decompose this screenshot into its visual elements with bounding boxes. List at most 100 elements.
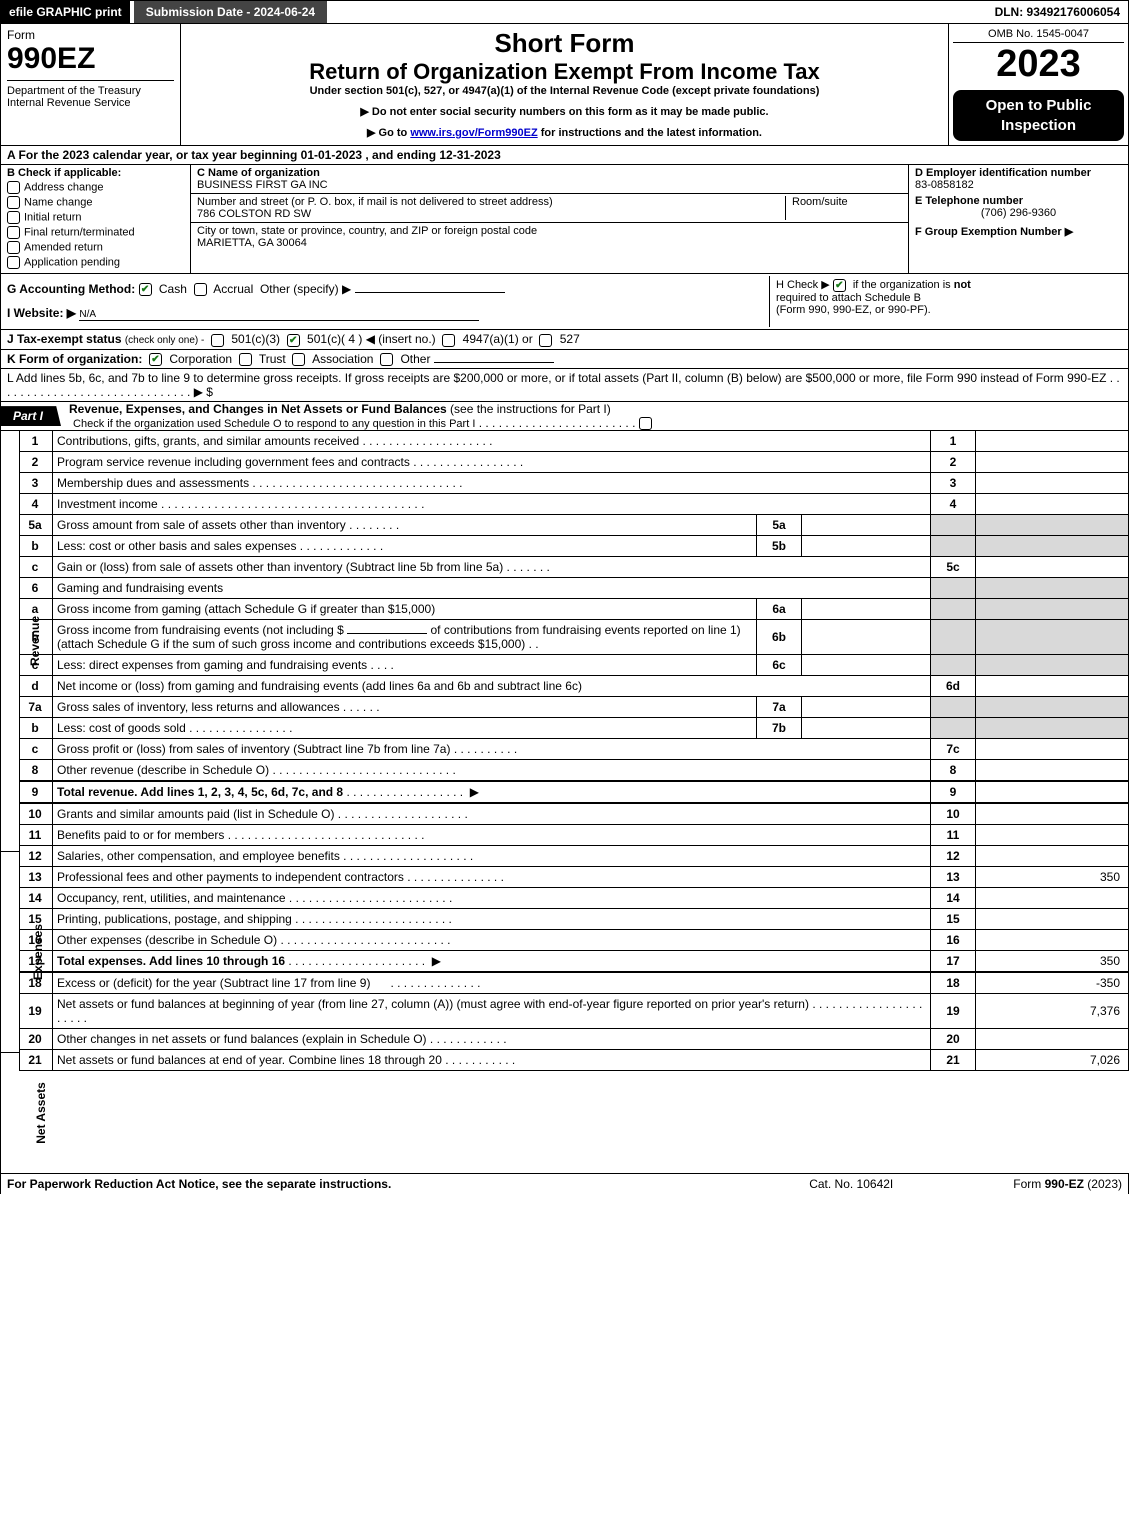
line-8-amount (976, 760, 1129, 782)
line-6c: c Less: direct expenses from gaming and … (20, 655, 1129, 676)
j-501c: 501(c)( 4 ) ◀ (insert no.) (307, 332, 436, 346)
checkbox-other-org[interactable] (380, 353, 393, 366)
line-7b-amount-shade (976, 718, 1129, 739)
line-17-desc: Total expenses. Add lines 10 through 16 (57, 954, 285, 968)
line-5c-col: 5c (931, 557, 976, 578)
checkbox-application-pending[interactable] (7, 256, 20, 269)
line-8: 8 Other revenue (describe in Schedule O)… (20, 760, 1129, 782)
checkbox-address-change[interactable] (7, 181, 20, 194)
line-4-amount (976, 494, 1129, 515)
checkbox-501c[interactable] (287, 334, 300, 347)
k-other: Other (400, 352, 430, 366)
g-accrual: Accrual (213, 282, 253, 296)
line-5c-desc: Gain or (loss) from sale of assets other… (57, 560, 503, 574)
line-12: 12 Salaries, other compensation, and emp… (20, 846, 1129, 867)
irs-link[interactable]: www.irs.gov/Form990EZ (410, 127, 537, 139)
e-phone-label: E Telephone number (915, 195, 1122, 207)
line-7b: b Less: cost of goods sold . . . . . . .… (20, 718, 1129, 739)
line-19-amount: 7,376 (976, 994, 1129, 1029)
d-ein-value: 83-0858182 (915, 179, 1122, 191)
line-19-num: 19 (20, 994, 53, 1029)
c-street-label: Number and street (or P. O. box, if mail… (197, 196, 553, 208)
checkbox-initial-return[interactable] (7, 211, 20, 224)
line-6a-desc: Gross income from gaming (attach Schedul… (57, 602, 435, 616)
line-6b-desc1: Gross income from fundraising events (no… (57, 623, 344, 637)
line-5a: 5a Gross amount from sale of assets othe… (20, 515, 1129, 536)
line-5b-desc: Less: cost or other basis and sales expe… (57, 539, 296, 553)
dept-label: Department of the Treasury (7, 85, 174, 97)
g-other-blank[interactable] (355, 292, 505, 293)
line-2: 2 Program service revenue including gove… (20, 452, 1129, 473)
line-5c-amount (976, 557, 1129, 578)
line-16-desc: Other expenses (describe in Schedule O) (57, 933, 277, 947)
footer-right-prefix: Form (1013, 1177, 1044, 1191)
k-other-blank[interactable] (434, 362, 554, 363)
checkbox-527[interactable] (539, 334, 552, 347)
checkbox-accrual[interactable] (194, 283, 207, 296)
checkbox-501c3[interactable] (211, 334, 224, 347)
line-4-num: 4 (20, 494, 53, 515)
under-section-text: Under section 501(c), 527, or 4947(a)(1)… (189, 85, 940, 97)
h-text1: H Check ▶ (776, 279, 830, 291)
line-3-col: 3 (931, 473, 976, 494)
line-12-desc: Salaries, other compensation, and employ… (57, 849, 340, 863)
line-6b: b Gross income from fundraising events (… (20, 620, 1129, 655)
header-left: Form 990EZ Department of the Treasury In… (1, 24, 181, 145)
submission-date-badge: Submission Date - 2024-06-24 (134, 1, 327, 23)
i-website-value: N/A (79, 309, 479, 321)
line-6b-amount-shade (976, 620, 1129, 655)
line-4-desc: Investment income (57, 497, 158, 511)
line-21-amount: 7,026 (976, 1050, 1129, 1071)
line-6c-mini-val (802, 655, 931, 676)
checkbox-4947[interactable] (442, 334, 455, 347)
line-7c-num: c (20, 739, 53, 760)
line-8-desc: Other revenue (describe in Schedule O) (57, 763, 269, 777)
section-b: B Check if applicable: Address change Na… (1, 165, 191, 273)
footer-right-form: 990-EZ (1045, 1177, 1084, 1191)
goto-note: ▶ Go to www.irs.gov/Form990EZ for instru… (189, 126, 940, 139)
checkbox-amended-return[interactable] (7, 241, 20, 254)
checkbox-schedule-b[interactable] (833, 279, 846, 292)
line-6b-blank[interactable] (347, 633, 427, 634)
line-5a-mini-val (802, 515, 931, 536)
checkbox-cash[interactable] (139, 283, 152, 296)
section-j: J Tax-exempt status (check only one) - 5… (0, 330, 1129, 349)
efile-print-label[interactable]: efile GRAPHIC print (1, 1, 130, 23)
line-21-num: 21 (20, 1050, 53, 1071)
line-6-desc: Gaming and fundraising events (57, 581, 223, 595)
line-1-num: 1 (20, 431, 53, 452)
line-6b-mini: 6b (757, 620, 802, 655)
line-5c: c Gain or (loss) from sale of assets oth… (20, 557, 1129, 578)
line-6a-amount-shade (976, 599, 1129, 620)
h-not: not (954, 279, 971, 291)
b-amended-return: Amended return (24, 241, 103, 253)
checkbox-final-return[interactable] (7, 226, 20, 239)
line-2-amount (976, 452, 1129, 473)
b-initial-return: Initial return (24, 211, 81, 223)
section-c: C Name of organization BUSINESS FIRST GA… (191, 165, 908, 273)
line-6a-mini: 6a (757, 599, 802, 620)
side-revenue: Revenue (28, 616, 42, 666)
line-15-col: 15 (931, 909, 976, 930)
line-18-desc: Excess or (deficit) for the year (Subtra… (57, 976, 370, 990)
checkbox-association[interactable] (292, 353, 305, 366)
open-public-badge: Open to Public Inspection (953, 90, 1124, 141)
c-name-label: C Name of organization (197, 167, 320, 179)
line-16-amount (976, 930, 1129, 951)
checkbox-name-change[interactable] (7, 196, 20, 209)
checkbox-corporation[interactable] (149, 353, 162, 366)
checkbox-trust[interactable] (239, 353, 252, 366)
header-center: Short Form Return of Organization Exempt… (181, 24, 948, 145)
k-corp: Corporation (169, 352, 232, 366)
line-3-num: 3 (20, 473, 53, 494)
side-labels-col: Revenue Expenses Net Assets (0, 431, 19, 1173)
j-subtext: (check only one) - (125, 335, 204, 346)
page-footer: For Paperwork Reduction Act Notice, see … (0, 1173, 1129, 1194)
h-text2: if the organization is (853, 279, 954, 291)
k-assoc: Association (312, 352, 373, 366)
line-2-num: 2 (20, 452, 53, 473)
checkbox-schedule-o[interactable] (639, 417, 652, 430)
line-3-amount (976, 473, 1129, 494)
line-6d-desc: Net income or (loss) from gaming and fun… (57, 679, 582, 693)
line-14: 14 Occupancy, rent, utilities, and maint… (20, 888, 1129, 909)
